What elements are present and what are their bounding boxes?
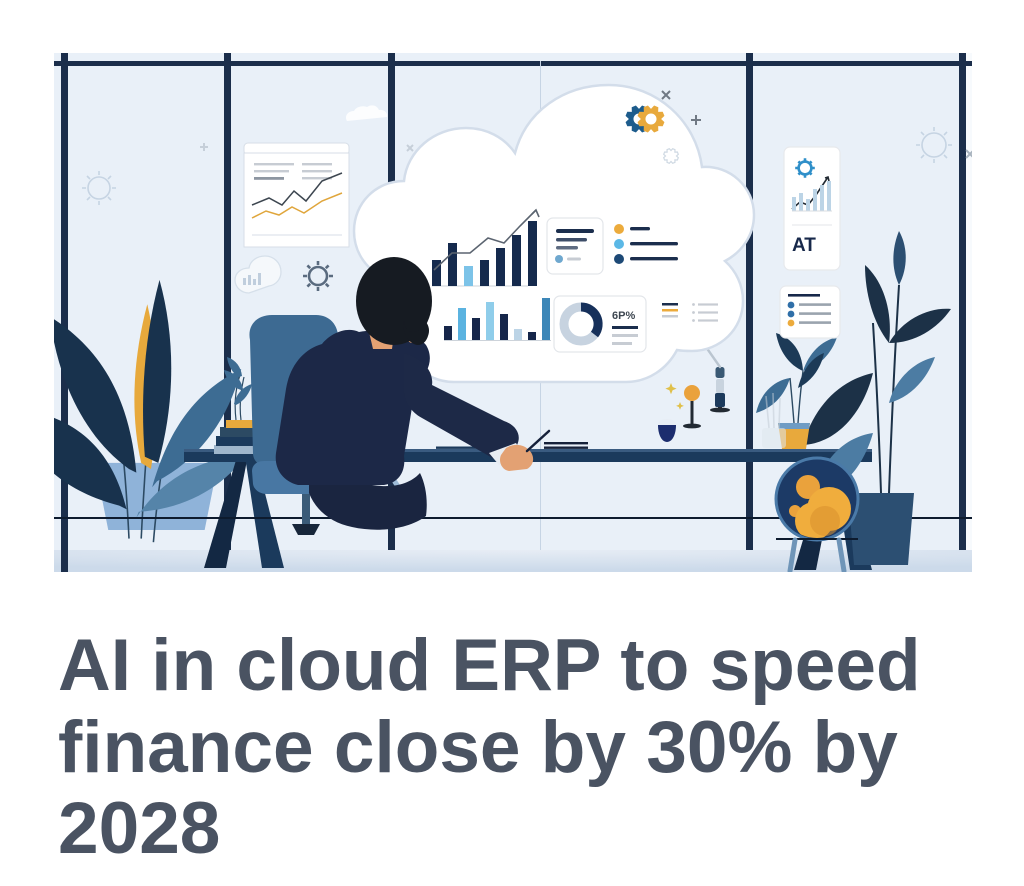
svg-text:6P%: 6P% bbox=[612, 310, 635, 322]
svg-text:AT: AT bbox=[792, 235, 816, 256]
